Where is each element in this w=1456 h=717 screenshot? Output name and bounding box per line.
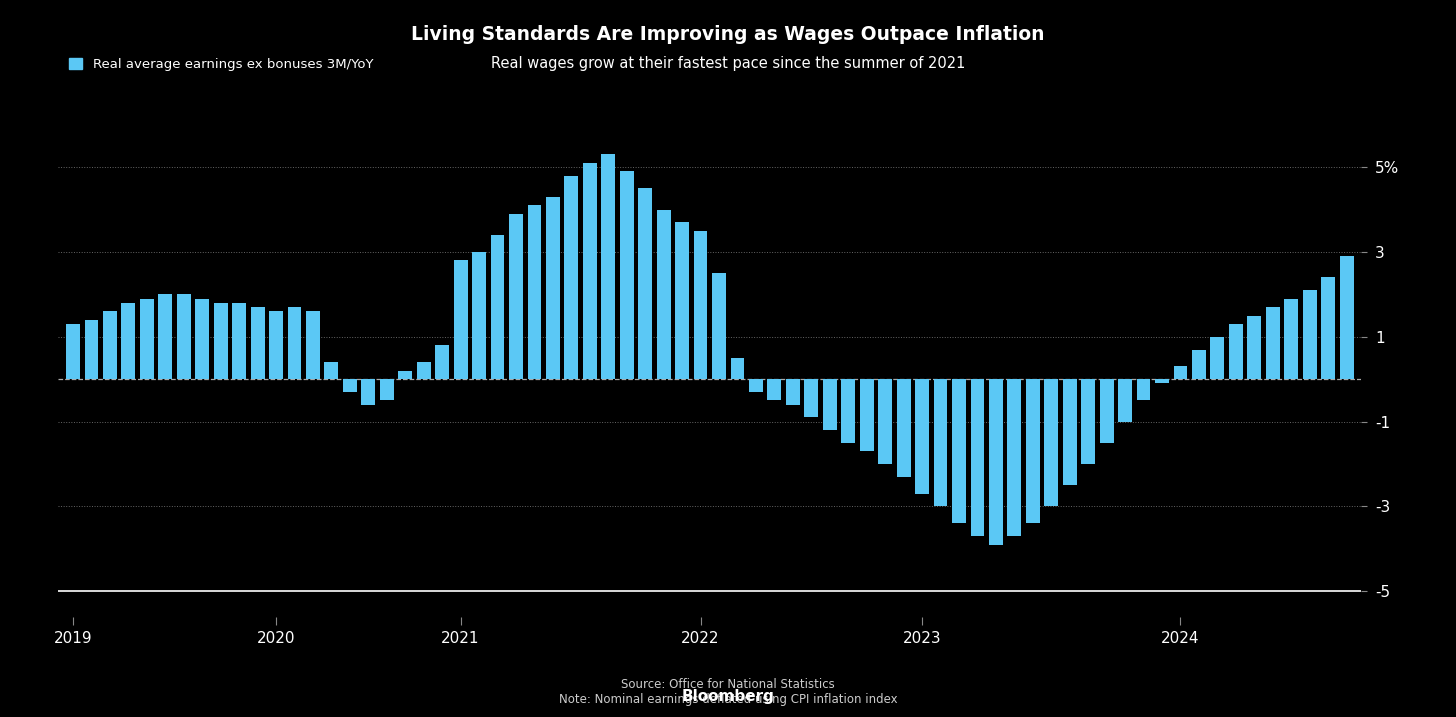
Bar <box>1174 366 1188 379</box>
Bar <box>103 311 116 379</box>
Text: Source: Office for National Statistics
Note: Nominal earnings deflated using CPI: Source: Office for National Statistics N… <box>559 678 897 706</box>
Bar <box>344 379 357 392</box>
Bar <box>288 307 301 379</box>
Bar <box>306 311 320 379</box>
Bar <box>510 214 523 379</box>
Bar <box>601 154 616 379</box>
Bar <box>1303 290 1316 379</box>
Bar <box>916 379 929 494</box>
Bar <box>84 320 99 379</box>
Bar <box>582 163 597 379</box>
Bar <box>546 197 559 379</box>
Bar <box>250 307 265 379</box>
Bar <box>269 311 282 379</box>
Bar <box>1284 299 1299 379</box>
Bar <box>565 176 578 379</box>
Bar <box>933 379 948 506</box>
Bar <box>1044 379 1059 506</box>
Bar <box>823 379 837 430</box>
Bar <box>380 379 393 400</box>
Bar <box>325 362 338 379</box>
Bar <box>842 379 855 443</box>
Bar <box>693 231 708 379</box>
Bar <box>1008 379 1021 536</box>
Bar <box>676 222 689 379</box>
Bar <box>140 299 154 379</box>
Bar <box>952 379 965 523</box>
Bar <box>731 358 744 379</box>
Bar <box>1340 256 1354 379</box>
Text: Bloomberg: Bloomberg <box>681 689 775 704</box>
Text: Real wages grow at their fastest pace since the summer of 2021: Real wages grow at their fastest pace si… <box>491 56 965 71</box>
Bar <box>416 362 431 379</box>
Bar <box>1026 379 1040 523</box>
Bar <box>712 273 727 379</box>
Bar <box>1063 379 1076 485</box>
Bar <box>527 205 542 379</box>
Bar <box>176 295 191 379</box>
Bar <box>214 303 227 379</box>
Bar <box>897 379 910 477</box>
Bar <box>657 209 671 379</box>
Bar <box>121 303 135 379</box>
Bar <box>491 235 504 379</box>
Bar <box>66 324 80 379</box>
Bar <box>1248 315 1261 379</box>
Bar <box>638 189 652 379</box>
Bar <box>1082 379 1095 464</box>
Bar <box>159 295 172 379</box>
Bar <box>1321 277 1335 379</box>
Bar <box>971 379 984 536</box>
Bar <box>1137 379 1150 400</box>
Bar <box>1099 379 1114 443</box>
Bar <box>454 260 467 379</box>
Bar <box>232 303 246 379</box>
Bar <box>878 379 893 464</box>
Bar <box>1265 307 1280 379</box>
Bar <box>989 379 1003 544</box>
Bar <box>804 379 818 417</box>
Bar <box>748 379 763 392</box>
Bar <box>399 371 412 379</box>
Legend: Real average earnings ex bonuses 3M/YoY: Real average earnings ex bonuses 3M/YoY <box>64 53 379 76</box>
Bar <box>860 379 874 451</box>
Text: Living Standards Are Improving as Wages Outpace Inflation: Living Standards Are Improving as Wages … <box>411 25 1045 44</box>
Bar <box>1118 379 1131 422</box>
Bar <box>195 299 210 379</box>
Bar <box>1155 379 1169 384</box>
Bar <box>1192 349 1206 379</box>
Bar <box>1229 324 1243 379</box>
Bar <box>435 346 448 379</box>
Bar <box>786 379 799 404</box>
Bar <box>1210 337 1224 379</box>
Bar <box>767 379 782 400</box>
Bar <box>620 171 633 379</box>
Bar <box>361 379 376 404</box>
Bar <box>472 252 486 379</box>
